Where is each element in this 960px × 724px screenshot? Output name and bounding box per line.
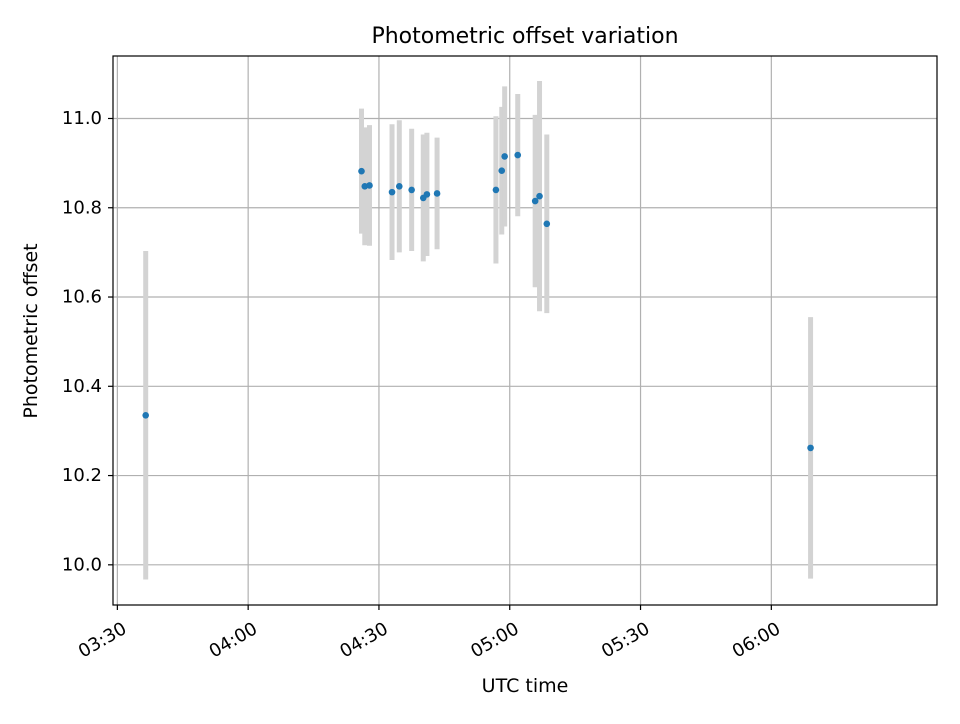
x-tick-label: 03:30 bbox=[75, 618, 130, 662]
data-point bbox=[501, 153, 508, 160]
chart-title: Photometric offset variation bbox=[371, 24, 678, 49]
data-point bbox=[366, 182, 373, 189]
point-layer bbox=[142, 151, 814, 452]
data-point bbox=[498, 167, 506, 175]
data-point bbox=[408, 186, 415, 194]
y-tick-label: 10.2 bbox=[62, 465, 102, 486]
y-tick-label: 10.6 bbox=[62, 287, 102, 308]
plot-frame bbox=[112, 55, 938, 606]
data-point bbox=[142, 412, 149, 419]
x-tick-label: 04:30 bbox=[336, 618, 391, 662]
data-point bbox=[807, 444, 814, 452]
x-tick-label: 05:00 bbox=[467, 618, 522, 662]
data-point bbox=[433, 190, 441, 197]
data-point bbox=[531, 197, 539, 205]
data-point bbox=[543, 220, 551, 228]
x-tick-label: 06:00 bbox=[729, 618, 784, 662]
grid-layer bbox=[113, 56, 937, 605]
y-tick-label: 10.8 bbox=[62, 197, 102, 218]
data-point bbox=[536, 192, 543, 200]
y-tick-label: 10.4 bbox=[62, 376, 102, 397]
x-tick-label: 04:00 bbox=[206, 618, 261, 662]
data-point bbox=[423, 191, 431, 198]
data-point bbox=[492, 186, 500, 194]
y-axis-label: Photometric offset bbox=[20, 243, 42, 418]
x-axis-label: UTC time bbox=[482, 675, 569, 697]
y-tick-label: 10.0 bbox=[62, 554, 102, 575]
errorbar-layer bbox=[143, 80, 814, 580]
data-point bbox=[388, 188, 396, 196]
x-tick-label: 05:30 bbox=[598, 618, 653, 662]
data-point bbox=[395, 183, 403, 190]
y-tick-label: 11.0 bbox=[62, 108, 102, 129]
data-point bbox=[358, 167, 365, 175]
data-point bbox=[514, 151, 522, 159]
